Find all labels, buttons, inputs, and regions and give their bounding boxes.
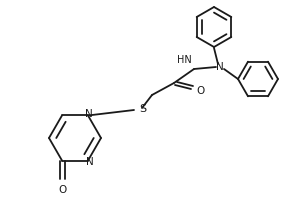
Text: N: N [85, 109, 93, 119]
Text: O: O [196, 86, 204, 96]
Text: N: N [86, 157, 94, 167]
Text: N: N [216, 62, 224, 72]
Text: S: S [139, 104, 146, 114]
Text: HN: HN [177, 55, 192, 65]
Text: O: O [58, 185, 66, 195]
